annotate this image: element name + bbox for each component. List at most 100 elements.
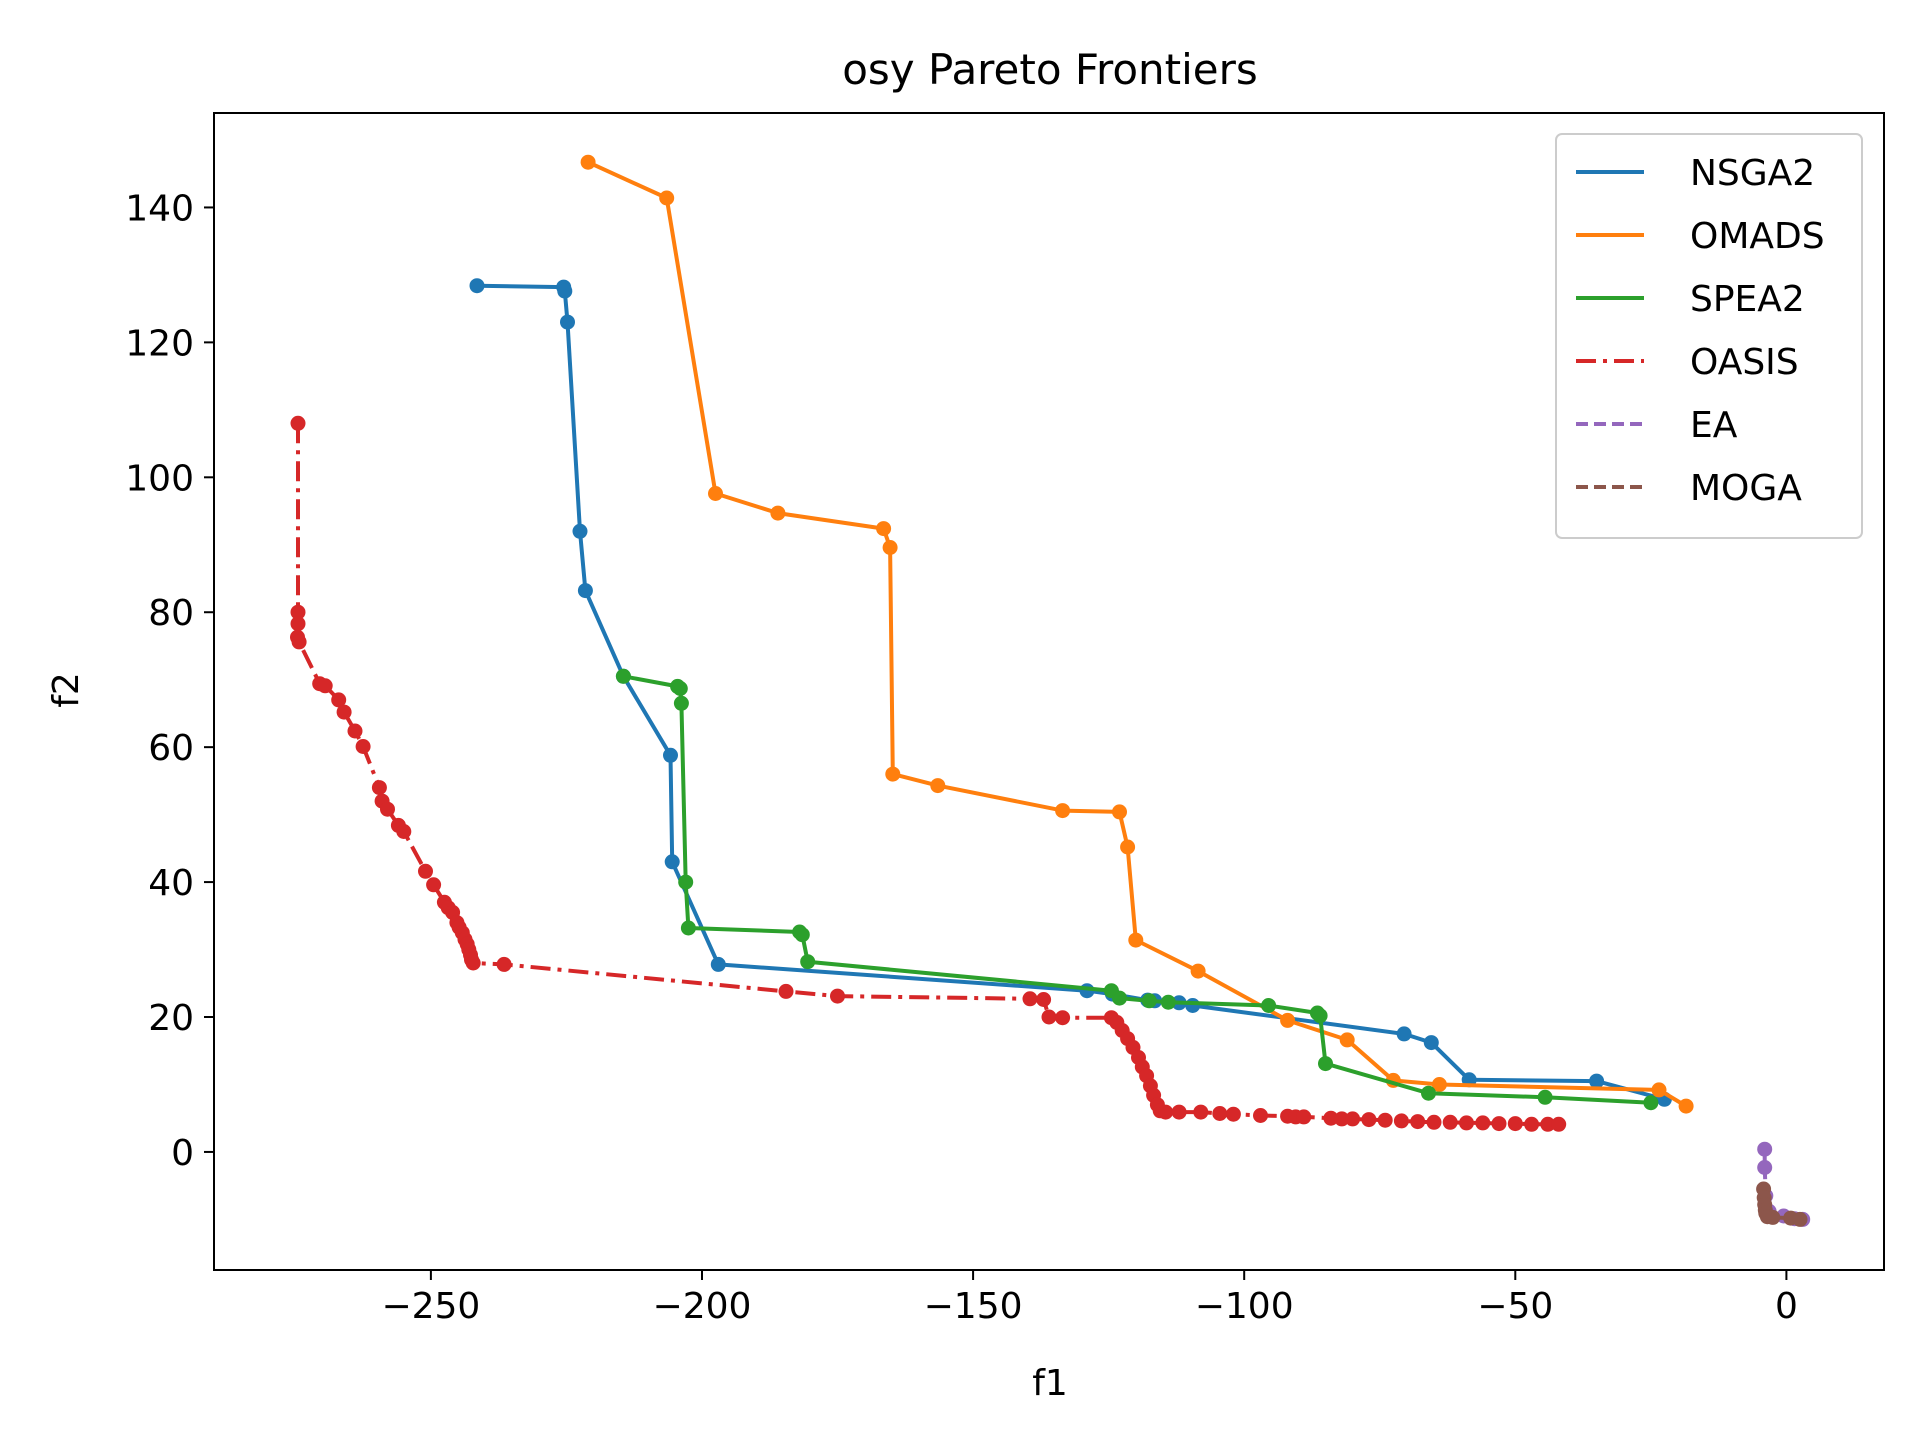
- data-point: [1112, 804, 1127, 820]
- data-point: [317, 678, 333, 694]
- data-point: [1312, 1008, 1328, 1024]
- series-omads: [580, 154, 1694, 1114]
- data-point: [1193, 1104, 1209, 1120]
- data-point: [672, 681, 688, 696]
- data-point: [1055, 803, 1071, 819]
- data-point: [680, 920, 696, 936]
- data-point: [469, 278, 485, 294]
- y-tick-label: 0: [171, 1133, 194, 1174]
- data-point: [1507, 1116, 1523, 1132]
- data-point: [1041, 1009, 1057, 1025]
- data-point: [1339, 1032, 1355, 1048]
- data-point: [1036, 992, 1052, 1007]
- data-point: [678, 874, 694, 890]
- data-point: [664, 854, 680, 870]
- data-point: [1377, 1112, 1393, 1128]
- data-point: [1410, 1114, 1426, 1130]
- data-point: [1421, 1085, 1436, 1101]
- data-point: [1280, 1012, 1296, 1028]
- legend-entry-oasis: OASIS: [1576, 342, 1799, 383]
- y-tick-label: 120: [125, 323, 194, 364]
- x-tick-label: −100: [1195, 1286, 1294, 1327]
- data-point: [1158, 1104, 1174, 1120]
- legend-entry-moga: MOGA: [1576, 468, 1802, 509]
- data-point: [673, 695, 689, 711]
- data-point: [355, 739, 371, 754]
- data-point: [1022, 991, 1038, 1007]
- data-point: [1212, 1106, 1228, 1121]
- data-point: [1225, 1106, 1241, 1122]
- data-point: [336, 704, 352, 720]
- data-point: [465, 955, 481, 971]
- legend: NSGA2 OMADS SPEA2 OASIS EA MOGA: [1555, 133, 1863, 539]
- chart-title: osy Pareto Frontiers: [842, 45, 1258, 94]
- data-point: [1361, 1112, 1377, 1128]
- legend-label: MOGA: [1690, 468, 1802, 509]
- data-point: [1323, 1110, 1339, 1126]
- data-point: [1160, 994, 1176, 1010]
- data-point: [659, 190, 675, 206]
- data-point: [708, 486, 723, 501]
- axes: −250 −200 −150 −100 −50 0 0 20 40 60 80 100 120 140: [125, 112, 1885, 1327]
- data-point: [876, 521, 892, 537]
- data-point: [882, 540, 898, 555]
- data-point: [577, 583, 593, 599]
- data-point: [1678, 1098, 1694, 1114]
- data-point: [580, 154, 596, 170]
- x-tick-label: −50: [1477, 1286, 1553, 1327]
- data-point: [885, 766, 901, 782]
- data-point: [291, 634, 307, 650]
- y-tick-label: 20: [148, 998, 194, 1039]
- legend-label: NSGA2: [1690, 153, 1815, 194]
- data-point: [572, 523, 588, 539]
- x-axis-label: f1: [1032, 1363, 1068, 1404]
- data-point: [1643, 1095, 1659, 1111]
- legend-entry-ea: EA: [1576, 405, 1738, 446]
- data-point: [663, 747, 678, 763]
- data-point: [1459, 1115, 1474, 1131]
- data-point: [418, 863, 433, 879]
- data-point: [290, 616, 306, 632]
- legend-label: OASIS: [1690, 342, 1799, 383]
- data-point: [1345, 1111, 1361, 1127]
- data-point: [347, 723, 363, 739]
- legend-label: EA: [1690, 405, 1738, 446]
- y-tick-label: 100: [125, 458, 194, 499]
- data-point: [1393, 1113, 1409, 1129]
- data-point: [1524, 1116, 1540, 1132]
- data-point: [396, 824, 412, 839]
- data-point: [380, 801, 395, 817]
- x-tick-label: 0: [1775, 1286, 1798, 1327]
- data-point: [1426, 1114, 1442, 1130]
- plot-area: [290, 154, 1811, 1227]
- y-tick-label: 140: [125, 188, 194, 229]
- data-point: [800, 954, 816, 970]
- data-point: [1055, 1010, 1071, 1026]
- data-point: [290, 604, 306, 620]
- legend-entry-nsga2: NSGA2: [1576, 153, 1815, 194]
- y-tick-label: 60: [148, 728, 194, 769]
- data-point: [1171, 1104, 1187, 1120]
- series-spea2: [615, 668, 1659, 1111]
- x-tick-label: −150: [924, 1286, 1023, 1327]
- x-tick-label: −200: [653, 1286, 752, 1327]
- data-point: [1423, 1035, 1439, 1051]
- data-point: [778, 983, 794, 999]
- data-point: [1431, 1077, 1447, 1092]
- data-point: [1190, 963, 1206, 979]
- data-point: [1396, 1026, 1412, 1042]
- data-point: [496, 956, 512, 972]
- data-point: [1185, 998, 1201, 1013]
- data-point: [770, 505, 786, 521]
- series-line: [295, 423, 1559, 1127]
- data-point: [1551, 1116, 1567, 1132]
- data-point: [371, 780, 387, 796]
- data-point: [615, 668, 631, 684]
- data-point: [1589, 1073, 1605, 1089]
- legend-entry-spea2: SPEA2: [1576, 279, 1805, 320]
- data-point: [1475, 1115, 1491, 1131]
- data-point: [710, 956, 726, 972]
- data-point: [1765, 1209, 1781, 1225]
- data-point: [1792, 1211, 1808, 1227]
- data-point: [1491, 1116, 1507, 1132]
